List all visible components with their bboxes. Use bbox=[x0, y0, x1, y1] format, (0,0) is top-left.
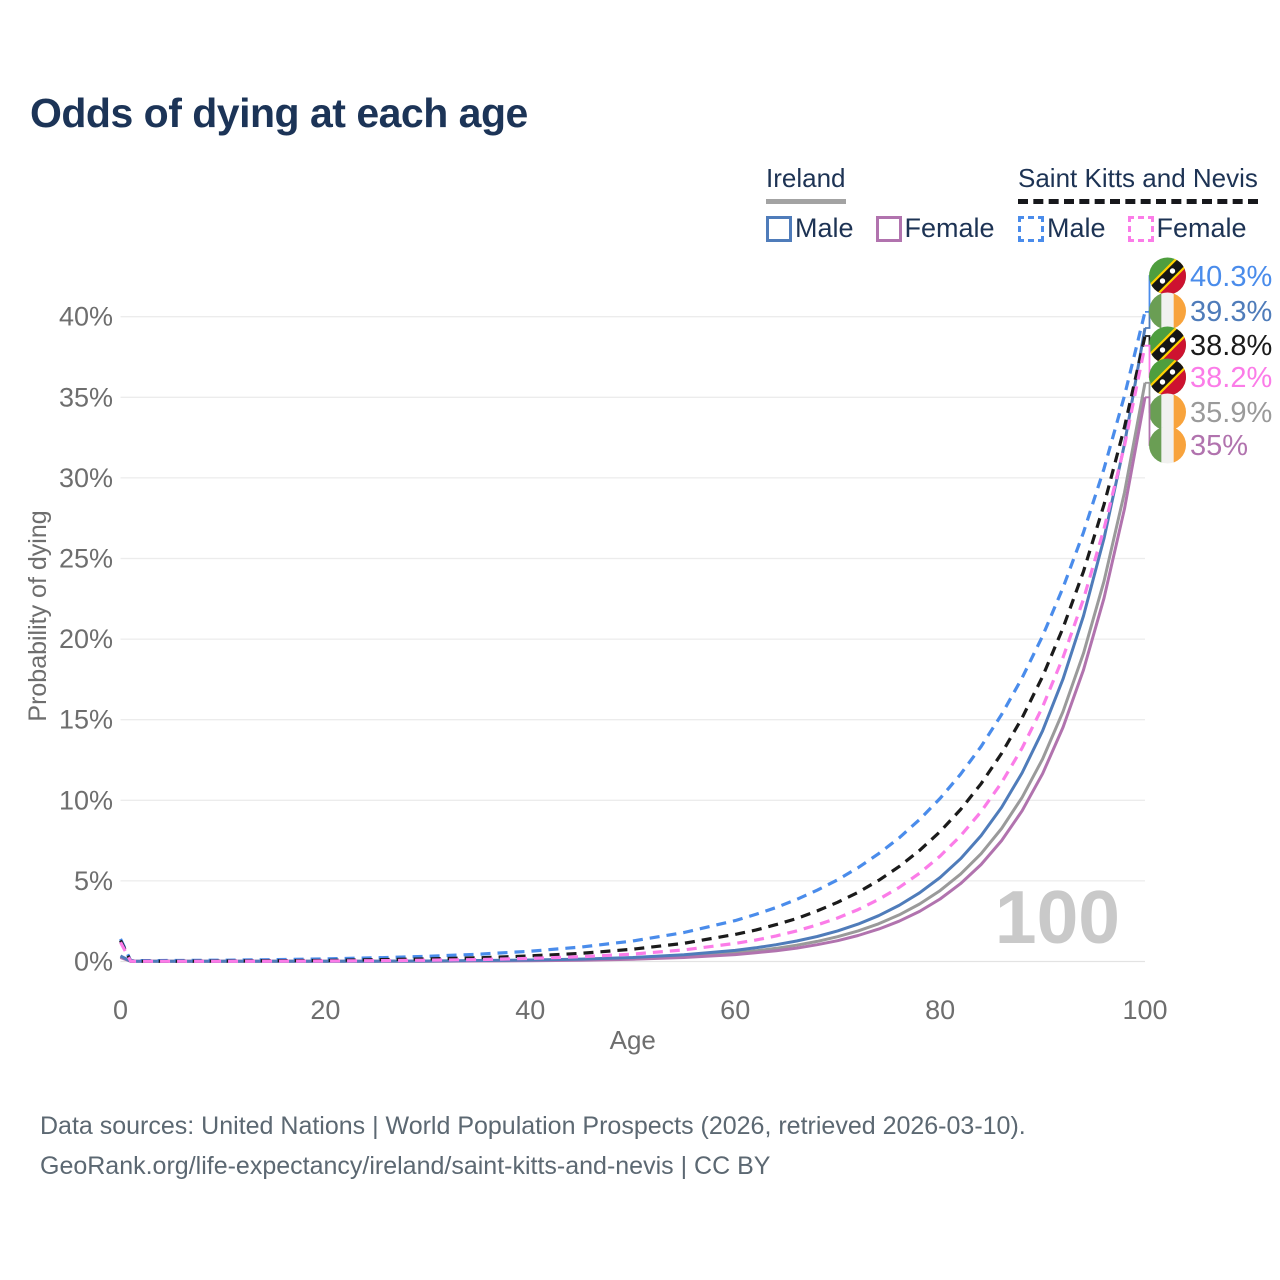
ireland-male-swatch-icon[interactable] bbox=[766, 215, 792, 242]
end-value-label-ireland-female: 35% bbox=[1190, 430, 1248, 462]
y-tick-label: 10% bbox=[59, 785, 113, 815]
legend-header-ireland: Ireland bbox=[766, 163, 846, 204]
flag-saint-kitts-and-nevis-icon bbox=[1149, 326, 1186, 364]
end-value-label-saint-kitts-and-nevis-male: 40.3% bbox=[1190, 261, 1272, 293]
legend-label-skn-male: Male bbox=[1047, 213, 1106, 243]
legend-group-saint-kitts-and-nevis: Saint Kitts and Nevis Male Female bbox=[1018, 163, 1258, 244]
flag-ireland-icon bbox=[1149, 292, 1186, 330]
end-value-label-ireland-both: 35.9% bbox=[1190, 397, 1272, 429]
x-tick-label: 0 bbox=[113, 995, 128, 1025]
series-line-saint-kitts-and-nevis-female bbox=[119, 345, 1147, 963]
series-line-saint-kitts-and-nevis-both bbox=[119, 335, 1147, 963]
legend-item-skn-female[interactable]: Female bbox=[1127, 213, 1247, 244]
y-tick-label: 35% bbox=[59, 382, 113, 412]
series-line-ireland-both bbox=[119, 382, 1147, 963]
ireland-female-swatch-icon[interactable] bbox=[875, 215, 902, 242]
y-tick-label: 15% bbox=[59, 705, 113, 735]
legend-label-ireland-female: Female bbox=[904, 213, 995, 243]
legend-group-ireland: Ireland Male Female bbox=[766, 163, 995, 244]
watermark-age-100: 100 bbox=[995, 875, 1120, 959]
legend-row-ireland: Male Female bbox=[766, 213, 995, 244]
page-title: Odds of dying at each age bbox=[30, 90, 528, 136]
x-tick-label: 60 bbox=[720, 995, 750, 1025]
x-tick-label: 20 bbox=[310, 995, 340, 1025]
x-tick-label: 80 bbox=[925, 995, 955, 1025]
series-line-ireland-female bbox=[119, 397, 1147, 963]
legend-item-ireland-male[interactable]: Male bbox=[766, 213, 854, 244]
y-axis-title: Probability of dying bbox=[24, 510, 52, 721]
flag-saint-kitts-and-nevis-icon bbox=[1149, 257, 1186, 295]
y-tick-label: 0% bbox=[74, 947, 113, 977]
flag-ireland-icon bbox=[1149, 426, 1186, 464]
legend-label-skn-female: Female bbox=[1156, 213, 1247, 243]
y-tick-label: 40% bbox=[59, 302, 113, 332]
x-tick-label: 100 bbox=[1122, 995, 1167, 1025]
legend-row-saint-kitts-and-nevis: Male Female bbox=[1018, 213, 1258, 244]
legend-label-ireland-male: Male bbox=[795, 213, 854, 243]
skn-female-swatch-icon[interactable] bbox=[1127, 215, 1154, 242]
x-axis-title: Age bbox=[610, 1025, 656, 1055]
legend-header-saint-kitts-and-nevis: Saint Kitts and Nevis bbox=[1018, 163, 1258, 204]
footer-data-sources: Data sources: United Nations | World Pop… bbox=[40, 1112, 1026, 1140]
series-line-saint-kitts-and-nevis-male bbox=[119, 311, 1147, 963]
end-value-label-saint-kitts-and-nevis-both: 38.8% bbox=[1190, 330, 1272, 362]
skn-male-swatch-icon[interactable] bbox=[1018, 215, 1044, 242]
flag-ireland-icon bbox=[1149, 393, 1186, 431]
series-line-ireland-male bbox=[119, 327, 1147, 963]
y-tick-label: 20% bbox=[59, 624, 113, 654]
end-value-label-ireland-male: 39.3% bbox=[1190, 296, 1272, 328]
footer-attribution: GeoRank.org/life-expectancy/ireland/sain… bbox=[40, 1152, 771, 1180]
footer: Data sources: United Nations | World Pop… bbox=[40, 1106, 1026, 1186]
y-tick-label: 5% bbox=[74, 866, 113, 896]
legend-item-ireland-female[interactable]: Female bbox=[875, 213, 995, 244]
y-tick-label: 30% bbox=[59, 463, 113, 493]
legend-item-skn-male[interactable]: Male bbox=[1018, 213, 1106, 244]
flag-saint-kitts-and-nevis-icon bbox=[1149, 358, 1186, 396]
y-tick-label: 25% bbox=[59, 544, 113, 574]
x-tick-label: 40 bbox=[515, 995, 545, 1025]
end-value-label-saint-kitts-and-nevis-female: 38.2% bbox=[1190, 362, 1272, 394]
